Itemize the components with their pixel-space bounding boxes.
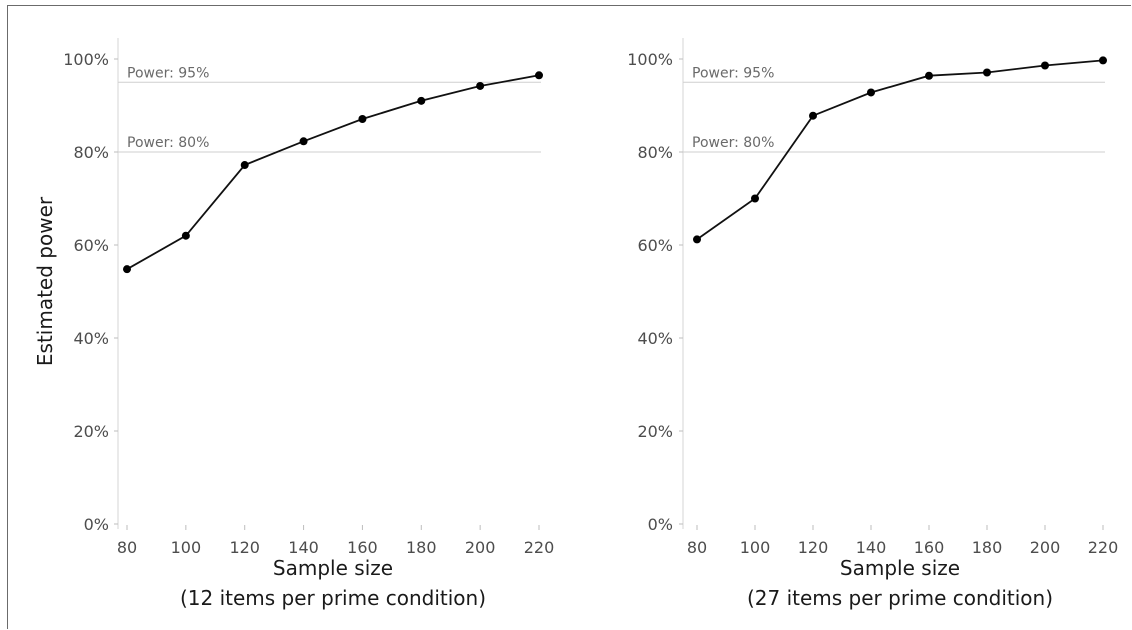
chart-1-y-tick-label: 20% xyxy=(73,422,109,441)
chart-1-y-tick-label: 40% xyxy=(73,329,109,348)
chart-1-x-tick-label: 180 xyxy=(406,538,437,557)
chart-2-y-tick-label: 80% xyxy=(637,143,673,162)
chart-1-x-tick-label: 220 xyxy=(524,538,555,557)
chart-2-x-tick-label: 100 xyxy=(740,538,771,557)
chart-2-x-tick-label: 140 xyxy=(856,538,887,557)
chart-1-y-tick-label: 0% xyxy=(84,515,109,534)
chart-2-y-tick-label: 40% xyxy=(637,329,673,348)
chart-1-y-tick-label: 60% xyxy=(73,236,109,255)
chart-1-data-point xyxy=(476,81,485,90)
chart-2-x-axis-subtitle: (27 items per prime condition) xyxy=(747,586,1053,610)
chart-2-x-axis-title: Sample size xyxy=(840,556,960,580)
chart-1-x-tick-label: 120 xyxy=(229,538,260,557)
chart-1-x-tick-label: 160 xyxy=(347,538,378,557)
chart-1-series-line xyxy=(126,74,540,270)
chart-2-data-point xyxy=(1041,61,1049,70)
chart-1-x-tick-label: 200 xyxy=(465,538,496,557)
chart-2-series-line xyxy=(696,59,1104,241)
chart-1-data-point xyxy=(417,96,426,105)
chart-1-data-point xyxy=(535,71,543,80)
figure-frame xyxy=(7,5,1131,629)
chart-1-x-axis-title: Sample size xyxy=(273,556,393,580)
chart-2-data-point xyxy=(693,235,701,244)
chart-1-y-axis-title: Estimated power xyxy=(33,196,57,366)
chart-1-data-point xyxy=(299,137,308,146)
chart-1-x-tick-label: 140 xyxy=(288,538,319,557)
chart-2-reference-label: Power: 95% xyxy=(692,65,774,81)
chart-1-data-point xyxy=(358,114,367,123)
chart-2-y-tick-label: 60% xyxy=(637,236,673,255)
chart-1-x-tick-label: 100 xyxy=(171,538,202,557)
chart-2-data-point xyxy=(867,88,875,97)
chart-2-data-point xyxy=(751,194,759,203)
chart-2-x-tick-label: 180 xyxy=(972,538,1003,557)
chart-1-y-tick-label: 80% xyxy=(73,143,109,162)
chart-1-data-point xyxy=(123,265,131,274)
chart-2-y-tick-label: 0% xyxy=(648,515,673,534)
chart-2-reference-label: Power: 80% xyxy=(692,135,774,151)
chart-1-x-axis-subtitle: (12 items per prime condition) xyxy=(180,586,486,610)
chart-2-x-tick-label: 200 xyxy=(1030,538,1061,557)
chart-1-reference-label: Power: 95% xyxy=(127,65,209,81)
chart-1-reference-label: Power: 80% xyxy=(127,135,209,151)
chart-1-data-point xyxy=(240,161,249,170)
chart-2-y-tick-label: 100% xyxy=(627,50,673,69)
chart-2-data-point xyxy=(1099,56,1107,65)
chart-1-data-point xyxy=(181,231,190,240)
chart-2-data-point xyxy=(925,71,933,80)
chart-1-x-tick-label: 80 xyxy=(117,538,137,557)
chart-2-x-tick-label: 80 xyxy=(687,538,707,557)
chart-2-data-point xyxy=(983,68,991,77)
chart-1-y-tick-label: 100% xyxy=(63,50,109,69)
chart-2-x-tick-label: 160 xyxy=(914,538,945,557)
chart-2-x-tick-label: 120 xyxy=(798,538,829,557)
chart-2-y-tick-label: 20% xyxy=(637,422,673,441)
chart-2-x-tick-label: 220 xyxy=(1088,538,1119,557)
chart-2-data-point xyxy=(809,111,817,120)
